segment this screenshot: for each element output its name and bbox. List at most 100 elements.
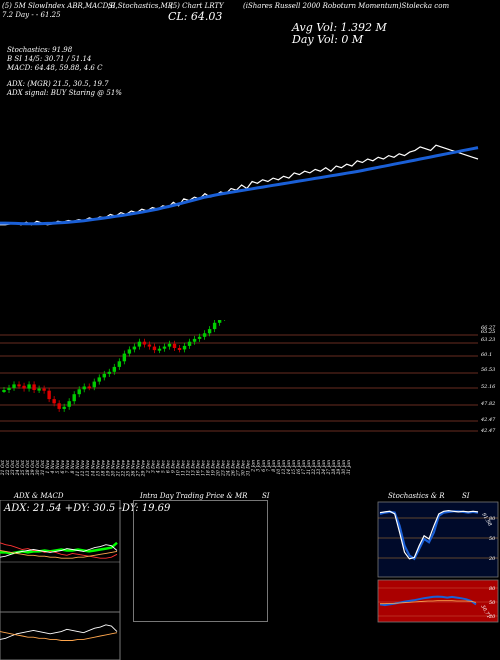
header-segment-4: (iShares Russell 2000 Roboturn Momentum)… [243,2,450,10]
stoch-y-tick: 20 [488,556,496,562]
x-tick-label: 6 Dec [165,460,171,474]
x-tick-label: 14 Jan [286,460,292,475]
y-tick-label: 60.1 [481,352,492,358]
x-tick-label: 24 Dec [226,460,232,477]
x-tick-label: 25 Oct [20,460,26,476]
x-tick-label: 11 Nov [75,460,81,477]
candle-body [62,406,66,409]
y-tick-label: 42.47 [480,428,496,434]
candle-body [217,320,222,323]
x-tick-label: 15 Nov [95,460,101,477]
x-tick-label: 19 Nov [105,460,111,477]
candle-body [177,348,182,350]
x-tick-label: 27 Dec [236,460,242,477]
x-tick-label: 9 Dec [170,460,176,474]
x-tick-label: 12 Dec [186,460,192,476]
header-segment-2: SI,Stochastics,MR [108,2,174,10]
x-tick-label: 29 Oct [30,460,36,476]
candle-body [147,344,152,347]
x-tick-label: 23 Oct [10,460,16,476]
stoch-panel-si-label: SI [462,492,470,500]
adx-minus-di-line [0,542,118,559]
x-tick-label: 31 Dec [246,460,252,476]
x-tick-label: 6 Jan [261,460,267,472]
header-segment-3: (5) Chart LRTY [170,2,224,10]
candle-body [202,333,207,337]
candle-body [197,336,202,339]
x-tick-label: 30 Oct [35,460,41,475]
candle-body [207,329,212,334]
adx-line [0,544,118,558]
x-tick-label: 3 Dec [150,460,156,474]
y-tick-label: 63.23 [481,337,495,343]
si-y-tick: 50 [489,600,496,606]
price-ma-chart [0,144,479,226]
x-tick-label: 1 Nov [45,460,51,474]
macd-readout: MACD: 64.48, 59.88, 4.6 C [7,64,103,72]
avg-volume: Avg Vol: 1.392 M [292,21,387,34]
candle-body [132,346,137,350]
x-tick-label: 18 Dec [206,460,212,476]
x-tick-label: 29 Nov [140,460,146,478]
candle-body [152,346,157,351]
x-tick-label: 22 Oct [5,460,11,476]
x-tick-label: 13 Dec [191,460,197,476]
x-tick-label: 30 Dec [241,460,247,476]
x-tick-label: 5 Dec [160,460,166,474]
x-tick-label: 30 Jan [341,460,347,475]
candle-body [32,384,36,390]
candle-body [157,348,162,351]
x-tick-label: 3 Jan [256,460,262,472]
candle-body [92,381,96,388]
si-signal-line [380,600,477,605]
x-tick-label: 27 Nov [135,460,141,478]
y-tick-label: 65.25 [481,329,495,335]
candle-body [47,390,51,400]
candle-body [82,386,86,390]
candle-body [72,394,76,402]
x-tick-label: 27 Jan [326,460,332,476]
candle-body [12,384,16,388]
candle-body [117,361,122,367]
y-tick-label: 47.82 [480,401,495,407]
x-tick-label: 14 Nov [90,460,96,477]
x-tick-label: 8 Jan [271,460,277,472]
candle-body [192,338,197,342]
candle-body [162,346,167,349]
x-tick-label: 5 Nov [55,460,61,474]
day-volume: Day Vol: 0 M [292,33,364,46]
x-tick-label: 28 Jan [331,460,337,476]
x-tick-label: 13 Jan [281,460,287,475]
x-tick-label: 8 Nov [70,460,76,474]
stoch-d-line [379,509,479,560]
x-tick-label: 18 Nov [100,460,106,477]
macd-signal-line [0,631,118,641]
candle-body [52,399,56,404]
x-tick-label: 25 Nov [125,460,131,478]
x-tick-label: 31 Oct [40,460,46,475]
header-segment-1: (5) 5M SlowIndex ABR,MACD,B [2,2,116,10]
candle-body [102,373,106,378]
x-tick-label: 7 Nov [65,460,71,474]
candle-body [22,385,26,389]
candle-body [142,341,147,345]
x-tick-label: 22 Jan [311,460,317,476]
candle-body [122,353,127,362]
price-line [0,144,479,226]
macd-line [0,624,118,640]
candle-body [187,341,192,346]
x-tick-label: 23 Jan [316,460,322,476]
adx-panel-title: ADX & MACD [14,492,64,500]
candle-body [42,388,46,391]
candle-body [212,322,217,330]
x-tick-label: 10 Dec [176,460,182,476]
x-tick-label: 4 Nov [50,460,56,475]
candle-body [7,387,11,390]
intra-panel-si-label: SI [262,492,270,500]
candle-body [17,384,21,387]
close-price: CL: 64.03 [168,10,223,23]
x-tick-label: 17 Dec [201,460,207,476]
x-tick-label: 21 Oct [0,460,6,476]
